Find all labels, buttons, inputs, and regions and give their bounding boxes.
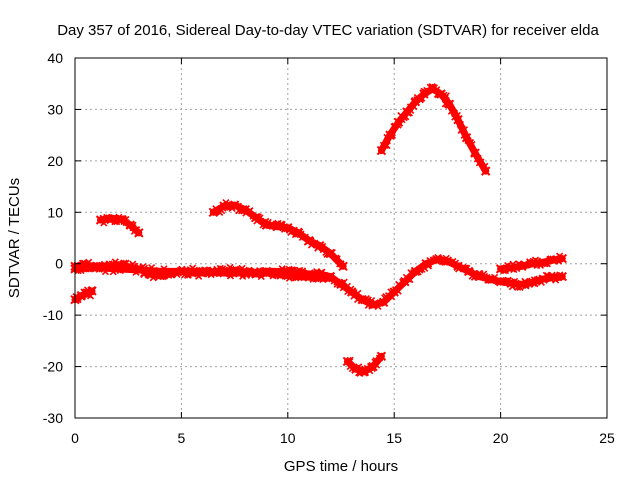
y-tick-label: 30 bbox=[47, 101, 63, 117]
series-line bbox=[377, 85, 490, 175]
data-point bbox=[101, 268, 109, 276]
data-point bbox=[468, 141, 476, 149]
data-point bbox=[266, 221, 275, 229]
series-layer bbox=[70, 82, 568, 377]
y-tick-label: -20 bbox=[43, 359, 63, 375]
data-point bbox=[223, 267, 231, 275]
data-point bbox=[127, 262, 135, 270]
y-tick-label: 10 bbox=[47, 204, 63, 220]
data-point bbox=[186, 269, 194, 277]
y-tick-label: 20 bbox=[47, 153, 63, 169]
series-track-5 bbox=[70, 253, 568, 310]
series-track-2 bbox=[95, 213, 144, 238]
series-track-6 bbox=[376, 82, 491, 176]
data-point bbox=[87, 286, 97, 296]
y-tick-label: 40 bbox=[47, 50, 63, 66]
data-point bbox=[416, 265, 424, 273]
data-point bbox=[388, 131, 397, 139]
data-point bbox=[455, 265, 463, 273]
y-tick-label: -30 bbox=[43, 410, 63, 426]
data-point bbox=[531, 256, 540, 264]
data-point bbox=[272, 269, 280, 278]
data-point bbox=[456, 120, 464, 128]
data-point bbox=[463, 266, 474, 277]
data-point bbox=[557, 253, 568, 264]
data-point bbox=[256, 214, 264, 222]
x-tick-label: 15 bbox=[386, 430, 402, 446]
data-point bbox=[388, 293, 396, 301]
data-point bbox=[508, 283, 516, 291]
data-point bbox=[95, 261, 104, 269]
data-point bbox=[557, 271, 568, 282]
data-point bbox=[190, 266, 199, 274]
series-line bbox=[209, 201, 347, 270]
data-point bbox=[226, 272, 235, 280]
data-point bbox=[100, 219, 108, 227]
data-point bbox=[307, 241, 316, 249]
x-tick-label: 20 bbox=[493, 430, 509, 446]
data-point bbox=[346, 356, 354, 364]
data-point bbox=[442, 92, 450, 100]
data-point bbox=[381, 141, 389, 149]
plot-frame bbox=[74, 57, 608, 419]
x-tick-label: 5 bbox=[178, 430, 186, 446]
grid bbox=[75, 58, 607, 418]
data-point bbox=[395, 280, 403, 288]
data-point bbox=[338, 261, 348, 271]
chart-title: Day 357 of 2016, Sidereal Day-to-day VTE… bbox=[57, 22, 599, 39]
data-point bbox=[145, 270, 153, 278]
y-tick-label: 0 bbox=[55, 256, 63, 272]
data-point bbox=[376, 351, 387, 361]
data-point bbox=[121, 264, 129, 273]
data-point bbox=[207, 271, 215, 279]
x-tick-label: 0 bbox=[71, 430, 79, 446]
data-point bbox=[394, 287, 402, 295]
data-point bbox=[354, 289, 362, 297]
data-point bbox=[107, 263, 115, 271]
data-point bbox=[480, 166, 491, 176]
data-point bbox=[242, 209, 250, 217]
series-track-3 bbox=[208, 199, 348, 271]
data-point bbox=[418, 94, 426, 102]
data-point bbox=[460, 126, 469, 134]
data-point bbox=[140, 264, 149, 272]
data-point bbox=[116, 267, 124, 275]
data-point bbox=[435, 90, 443, 98]
x-axis-title: GPS time / hours bbox=[284, 458, 398, 475]
data-point bbox=[543, 260, 551, 268]
data-point bbox=[470, 148, 480, 158]
y-tick-label: -10 bbox=[43, 307, 63, 323]
y-axis-title: SDTVAR / TECUs bbox=[6, 178, 23, 298]
data-point bbox=[346, 287, 357, 297]
data-point bbox=[77, 267, 85, 275]
data-point bbox=[134, 228, 144, 238]
data-point bbox=[406, 275, 414, 284]
data-point bbox=[272, 221, 282, 232]
data-point bbox=[511, 277, 519, 285]
x-tick-label: 25 bbox=[599, 430, 615, 446]
data-point bbox=[256, 266, 264, 275]
data-point bbox=[383, 137, 391, 145]
data-point bbox=[155, 266, 165, 277]
series-track-1 bbox=[70, 286, 97, 305]
data-point bbox=[169, 268, 177, 276]
data-point bbox=[424, 262, 432, 270]
ticks: 0 5 10 15 20 25 -30 -20 -10 0 10 20 30 40 bbox=[43, 50, 615, 446]
series-track-8 bbox=[495, 252, 568, 275]
data-point bbox=[446, 99, 454, 108]
data-point bbox=[99, 262, 107, 270]
data-point bbox=[240, 268, 250, 278]
data-point bbox=[328, 249, 336, 257]
x-tick-label: 10 bbox=[280, 430, 296, 446]
data-point bbox=[304, 235, 314, 246]
data-point bbox=[223, 201, 231, 209]
data-point bbox=[453, 115, 463, 125]
data-point bbox=[245, 207, 253, 215]
data-point bbox=[388, 129, 396, 137]
data-point bbox=[342, 356, 353, 367]
series-track-7 bbox=[342, 351, 387, 377]
